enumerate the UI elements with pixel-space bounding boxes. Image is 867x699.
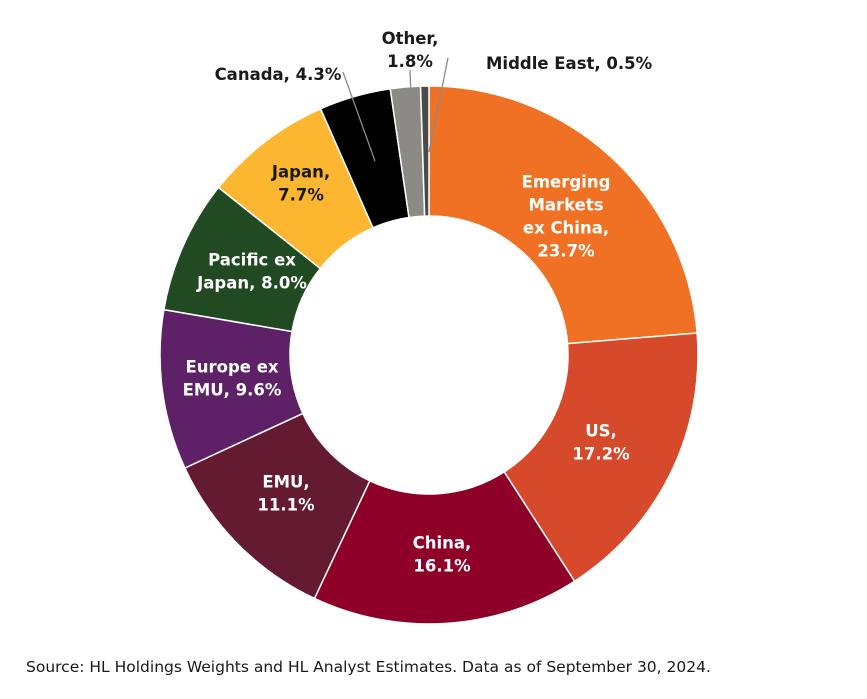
leader-line-other: [409, 69, 414, 153]
slice-middle-east: [419, 85, 430, 217]
label-china: China, 16.1%: [413, 534, 472, 576]
label-emerging-markets-ex-china: Emerging Markets ex China, 23.7%: [522, 173, 611, 261]
source-note: Source: HL Holdings Weights and HL Analy…: [26, 658, 711, 676]
label-pacific-ex-japan: Pacific ex Japan, 8.0%: [196, 251, 307, 293]
label-europe-ex-emu: Europe ex EMU, 9.6%: [183, 358, 282, 400]
leader-line-middle-east: [428, 57, 449, 153]
label-canada: Canada, 4.3%: [215, 65, 342, 84]
label-middle-east: Middle East, 0.5%: [486, 54, 653, 73]
leader-lines: [342, 57, 449, 162]
slice-emerging-markets-ex-china: [428, 85, 698, 345]
leader-line-canada: [342, 71, 376, 162]
label-us: US, 17.2%: [572, 422, 630, 464]
label-emu: EMU, 11.1%: [257, 473, 315, 515]
slice-china: [313, 470, 576, 625]
label-japan: Japan, 7.7%: [271, 163, 330, 205]
slice-us: [503, 332, 699, 583]
slice-labels: Emerging Markets ex China, 23.7% US, 17.2% Chi…: [183, 29, 653, 576]
label-other: Other, 1.8%: [382, 29, 439, 71]
donut-slices: [159, 85, 699, 625]
